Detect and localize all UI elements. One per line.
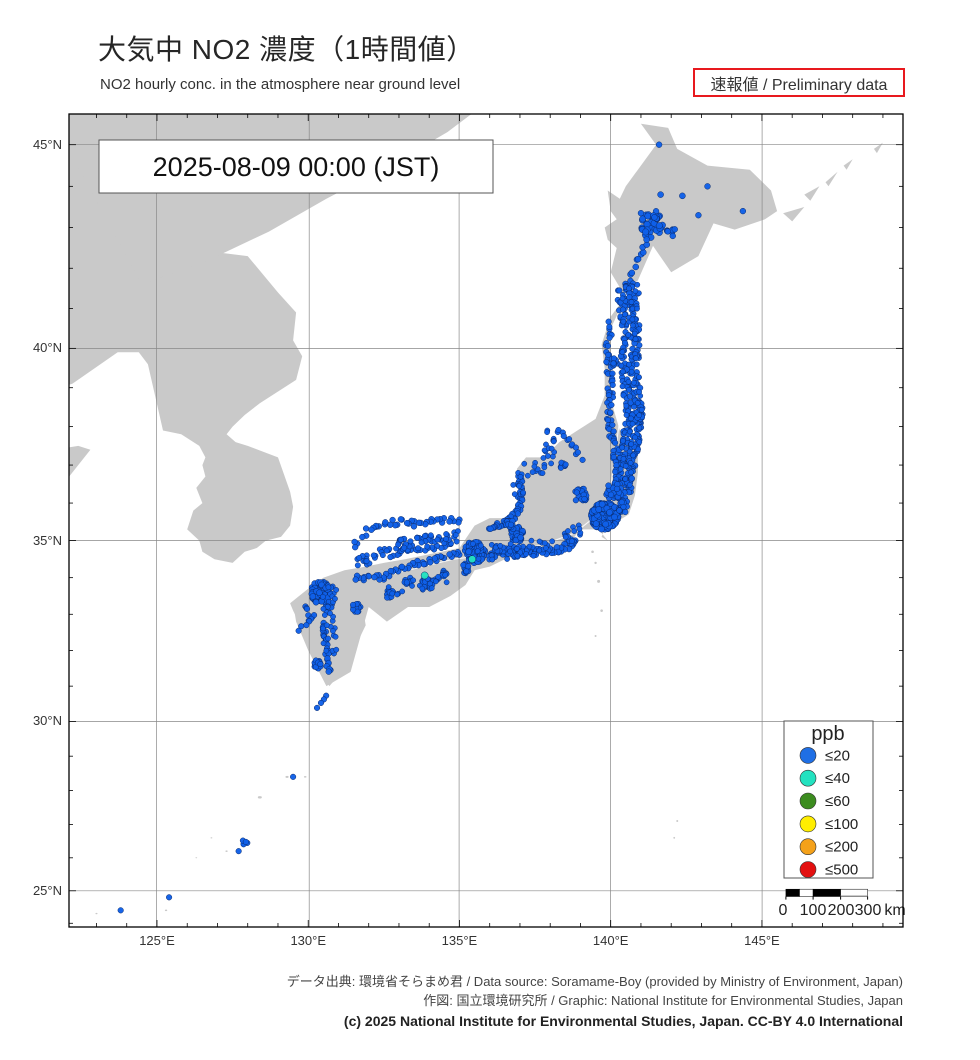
svg-text:0: 0 bbox=[779, 902, 788, 919]
svg-text:ppb: ppb bbox=[811, 723, 844, 745]
svg-text:≤20: ≤20 bbox=[825, 747, 850, 764]
svg-text:2025-08-09 00:00 (JST): 2025-08-09 00:00 (JST) bbox=[153, 152, 440, 182]
svg-text:100: 100 bbox=[800, 902, 827, 919]
svg-text:≤40: ≤40 bbox=[825, 770, 850, 787]
svg-text:≤60: ≤60 bbox=[825, 793, 850, 810]
svg-text:≤500: ≤500 bbox=[825, 862, 858, 879]
svg-text:≤200: ≤200 bbox=[825, 839, 858, 856]
svg-text:≤100: ≤100 bbox=[825, 816, 858, 833]
svg-text:200: 200 bbox=[828, 902, 855, 919]
svg-text:300: 300 bbox=[855, 902, 882, 919]
